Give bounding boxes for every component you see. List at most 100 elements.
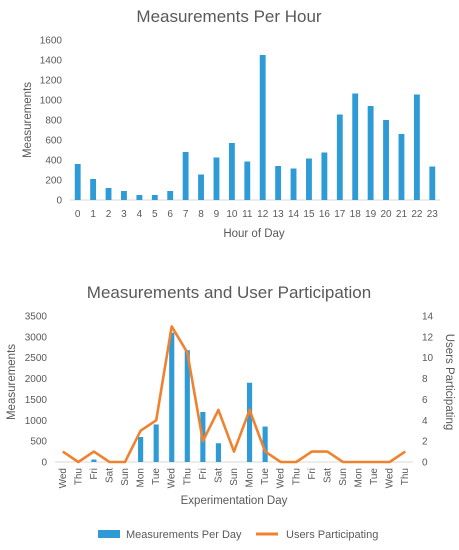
daily-bar bbox=[91, 459, 97, 462]
hourly-y-tick-label: 200 bbox=[45, 176, 62, 187]
hourly-bar bbox=[336, 114, 343, 200]
hourly-bar bbox=[121, 191, 127, 200]
daily-x-tick-label: Fri bbox=[307, 468, 318, 480]
hourly-chart-title: Measurements Per Hour bbox=[136, 7, 322, 26]
hourly-x-tick-label: 10 bbox=[226, 209, 238, 220]
daily-y-tick-label: 1000 bbox=[25, 416, 48, 427]
daily-x-tick-label: Sun bbox=[338, 468, 349, 486]
daily-x-tick-label: Mon bbox=[354, 468, 365, 487]
daily-y-ticks: 0 500 1000 1500 2000 2500 3000 3500 bbox=[25, 312, 48, 469]
daily-x-tick-label: Sat bbox=[322, 468, 333, 483]
daily-chart-title: Measurements and User Participation bbox=[87, 283, 371, 302]
daily-bar bbox=[262, 426, 268, 462]
hourly-x-axis-label: Hour of Day bbox=[223, 228, 285, 240]
hourly-x-tick-label: 9 bbox=[214, 209, 220, 220]
daily-x-axis-label: Experimentation Day bbox=[181, 495, 288, 507]
hourly-y-ticks: 0 200 400 600 800 1000 1200 1400 1600 bbox=[40, 36, 63, 207]
hourly-bar bbox=[398, 134, 405, 200]
hourly-bar bbox=[90, 179, 97, 200]
hourly-x-tick-label: 12 bbox=[257, 209, 269, 220]
hourly-bar bbox=[321, 152, 328, 200]
daily-y-tick-label: 0 bbox=[41, 458, 47, 469]
hourly-bar bbox=[275, 166, 282, 200]
daily-x-tick-label: Wed bbox=[276, 468, 287, 488]
daily-x-tick-label: Tue bbox=[260, 468, 271, 485]
hourly-x-tick-label: 16 bbox=[319, 209, 331, 220]
daily-y-tick-label: 3000 bbox=[25, 332, 48, 343]
hourly-y-tick-label: 800 bbox=[45, 116, 62, 127]
hourly-y-tick-label: 1200 bbox=[40, 76, 63, 87]
hourly-bar bbox=[306, 158, 312, 200]
daily-y-tick-label: 3500 bbox=[25, 312, 48, 323]
hourly-y-tick-label: 1400 bbox=[40, 56, 63, 67]
daily-chart: Measurements and User Participation Meas… bbox=[6, 283, 455, 541]
hourly-y-tick-label: 0 bbox=[56, 196, 62, 207]
hourly-x-ticks: 0 1 2 3 4 5 6 7 8 9 10 11 12 13 14 15 16 17 18 19 20 21 22 23 bbox=[75, 209, 438, 220]
hourly-y-tick-label: 1000 bbox=[40, 96, 63, 107]
daily-y-axis-label: Measurements bbox=[6, 344, 18, 420]
hourly-x-tick-label: 21 bbox=[396, 209, 408, 220]
daily-x-tick-label: Thu bbox=[291, 468, 302, 485]
hourly-bar bbox=[136, 195, 143, 200]
daily-x-tick-label: Thu bbox=[400, 468, 411, 485]
hourly-chart: Measurements Per Hour Measurements Hour … bbox=[22, 7, 440, 240]
hourly-bar bbox=[352, 93, 359, 200]
hourly-x-tick-label: 6 bbox=[167, 209, 173, 220]
hourly-bar bbox=[228, 143, 235, 200]
legend-swatch-measurements bbox=[98, 530, 120, 538]
hourly-x-tick-label: 11 bbox=[242, 209, 253, 220]
hourly-x-tick-label: 20 bbox=[380, 209, 392, 220]
hourly-bar bbox=[259, 55, 266, 200]
hourly-x-tick-label: 2 bbox=[106, 209, 112, 220]
hourly-y-tick-label: 400 bbox=[45, 156, 62, 167]
daily-bar bbox=[246, 382, 253, 462]
legend-label-users: Users Participating bbox=[286, 529, 378, 541]
hourly-bar bbox=[198, 174, 204, 200]
hourly-x-tick-label: 14 bbox=[288, 209, 300, 220]
daily-x-tick-label: Tue bbox=[151, 468, 162, 485]
daily-users-line bbox=[62, 325, 406, 464]
hourly-x-tick-label: 22 bbox=[411, 209, 423, 220]
hourly-x-tick-label: 23 bbox=[427, 209, 439, 220]
hourly-bar bbox=[105, 188, 112, 200]
daily-y2-tick-label: 2 bbox=[422, 437, 428, 448]
daily-y2-tick-label: 12 bbox=[422, 332, 434, 343]
daily-bar bbox=[153, 424, 159, 462]
daily-y-tick-label: 1500 bbox=[25, 395, 48, 406]
daily-x-tick-label: Thu bbox=[73, 468, 84, 485]
daily-x-tick-label: Tue bbox=[369, 468, 380, 485]
daily-y2-tick-label: 6 bbox=[422, 395, 428, 406]
hourly-bar bbox=[244, 161, 251, 200]
hourly-x-tick-label: 3 bbox=[121, 209, 127, 220]
daily-x-tick-label: Fri bbox=[198, 468, 209, 480]
hourly-x-tick-label: 15 bbox=[303, 209, 315, 220]
daily-y-tick-label: 2500 bbox=[25, 353, 48, 364]
daily-x-tick-label: Sat bbox=[213, 468, 224, 483]
hourly-x-tick-label: 17 bbox=[334, 209, 346, 220]
hourly-x-tick-label: 5 bbox=[152, 209, 158, 220]
hourly-bars bbox=[74, 55, 436, 200]
daily-x-tick-label: Sun bbox=[120, 468, 131, 486]
daily-bar bbox=[138, 436, 144, 462]
hourly-x-tick-label: 0 bbox=[75, 209, 81, 220]
daily-legend: Measurements Per Day Users Participating bbox=[98, 529, 378, 541]
daily-users-line-path bbox=[62, 325, 406, 464]
daily-bar bbox=[169, 332, 175, 462]
daily-bar bbox=[184, 350, 190, 462]
hourly-bar bbox=[429, 166, 436, 200]
daily-y2-tick-label: 10 bbox=[422, 353, 434, 364]
hourly-bar bbox=[74, 164, 81, 200]
daily-x-tick-label: Sat bbox=[104, 468, 115, 483]
hourly-x-tick-label: 18 bbox=[350, 209, 362, 220]
daily-y-tick-label: 500 bbox=[30, 437, 47, 448]
hourly-bar bbox=[367, 106, 374, 200]
hourly-bar bbox=[167, 191, 174, 200]
hourly-x-tick-label: 4 bbox=[137, 209, 143, 220]
hourly-x-tick-label: 19 bbox=[365, 209, 377, 220]
daily-y2-tick-label: 4 bbox=[422, 416, 428, 427]
daily-x-tick-label: Wed bbox=[385, 468, 396, 488]
hourly-bar bbox=[182, 152, 189, 200]
daily-bars bbox=[91, 332, 268, 462]
hourly-bar bbox=[151, 195, 158, 200]
hourly-bar bbox=[213, 157, 220, 200]
